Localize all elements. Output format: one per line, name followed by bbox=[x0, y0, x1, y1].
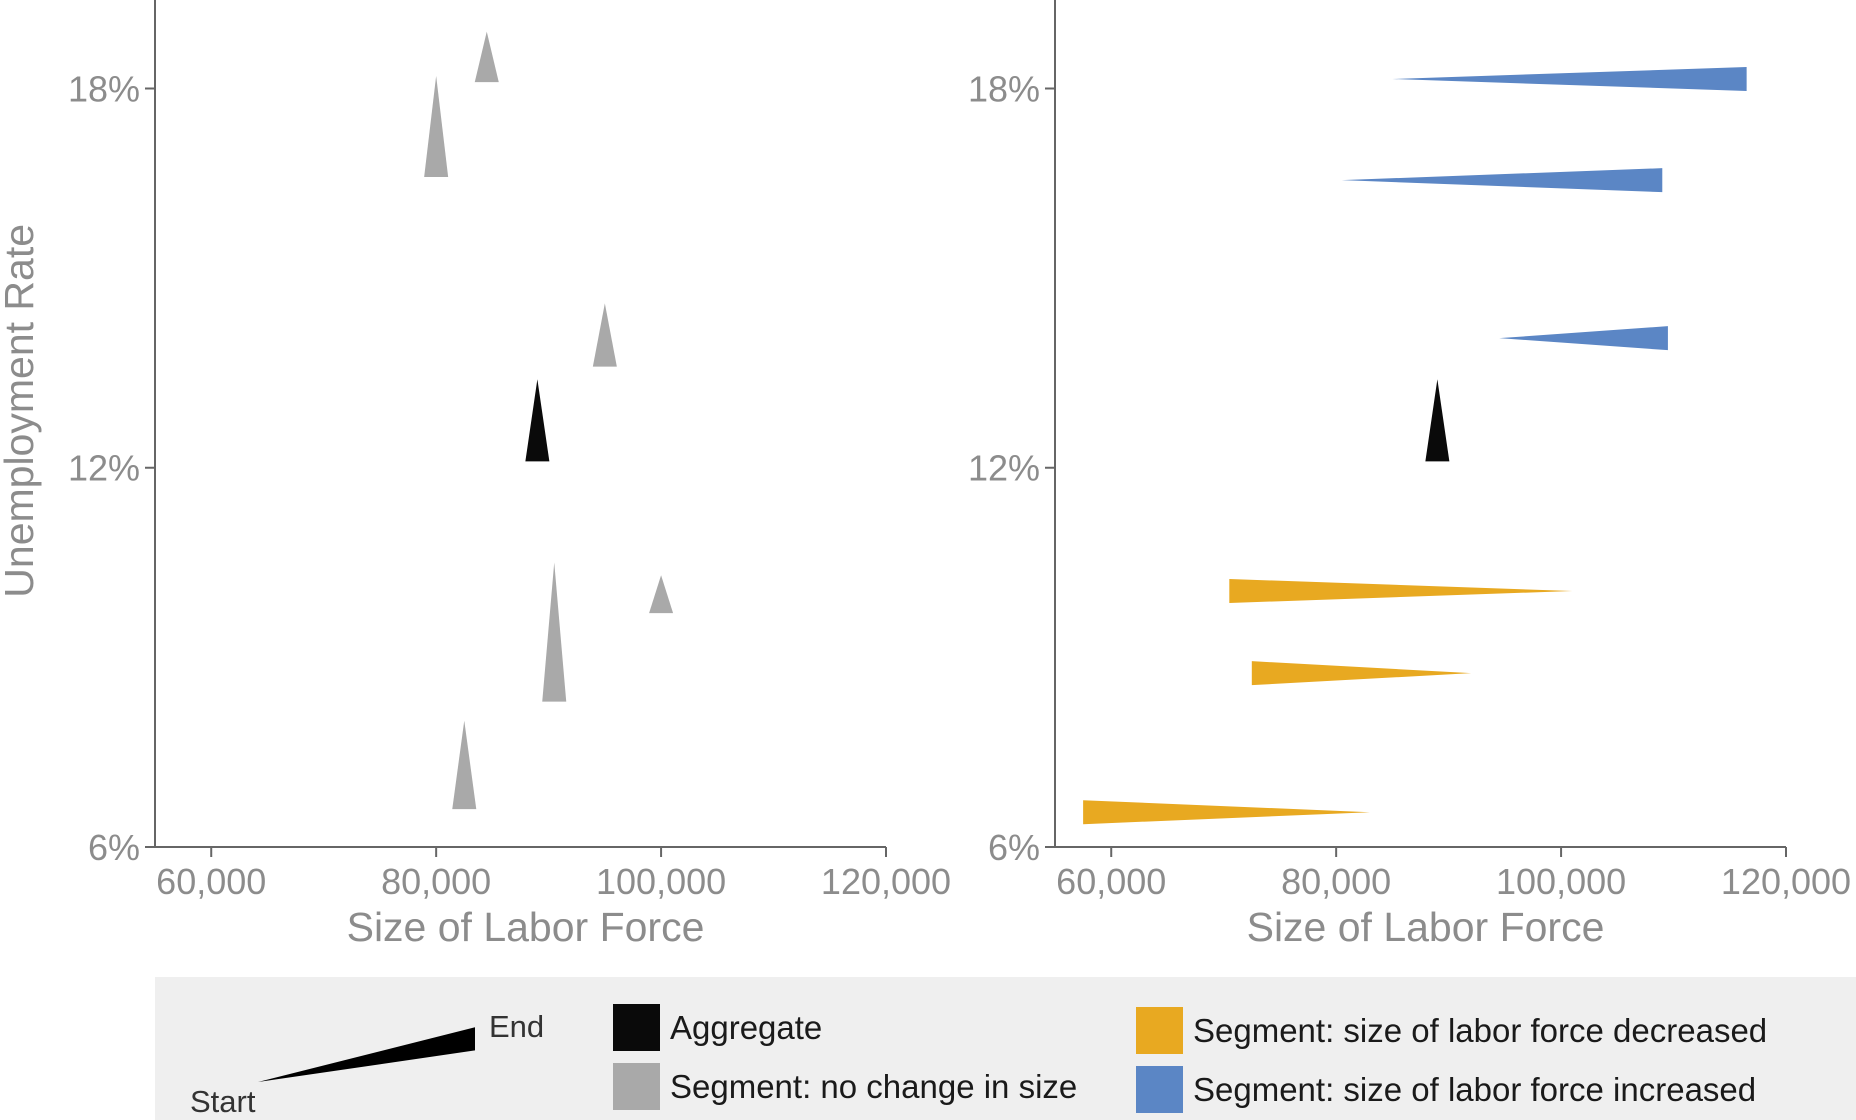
left-x-tick-label: 120,000 bbox=[821, 861, 951, 902]
legend-item-no-change: Segment: no change in size bbox=[613, 1063, 1077, 1110]
right-wedge-increased bbox=[1499, 326, 1668, 351]
legend-key-end-label: End bbox=[489, 1009, 545, 1044]
legend-item-increased: Segment: size of labor force increased bbox=[1136, 1066, 1756, 1113]
right-wedge-decreased bbox=[1083, 800, 1370, 825]
left-x-axis-title: Size of Labor Force bbox=[347, 904, 705, 950]
left-x-tick-label: 60,000 bbox=[156, 861, 266, 902]
legend-swatch-increased bbox=[1136, 1066, 1183, 1113]
left-wedge-no-change bbox=[424, 75, 449, 177]
right-x-tick-label: 60,000 bbox=[1056, 861, 1166, 902]
left-y-axis-title: Unemployment Rate bbox=[0, 224, 42, 598]
right-y-tick-label: 12% bbox=[968, 448, 1040, 489]
left-y-tick-label: 6% bbox=[88, 827, 140, 868]
legend-key-start-label: Start bbox=[190, 1084, 256, 1119]
left-y-tick-label: 18% bbox=[68, 68, 140, 109]
legend-key-shape bbox=[258, 1027, 475, 1082]
left-y-tick-label: 12% bbox=[68, 448, 140, 489]
right-wedge-increased bbox=[1392, 67, 1747, 92]
legend-swatch-decreased bbox=[1136, 1007, 1183, 1054]
right-wedge-decreased bbox=[1229, 579, 1573, 604]
legend-swatch-no-change bbox=[613, 1063, 660, 1110]
legend-item-aggregate: Aggregate bbox=[613, 1004, 822, 1051]
right-y-tick-label: 18% bbox=[968, 68, 1040, 109]
right-x-axis-title: Size of Labor Force bbox=[1247, 904, 1605, 950]
right-y-tick-label: 6% bbox=[988, 827, 1040, 868]
left-x-tick-label: 100,000 bbox=[596, 861, 726, 902]
left-wedge-no-change bbox=[474, 31, 499, 83]
left-wedge-aggregate bbox=[525, 379, 550, 462]
right-x-tick-label: 120,000 bbox=[1721, 861, 1851, 902]
right-wedge-decreased bbox=[1251, 661, 1472, 686]
legend-label-no-change: Segment: no change in size bbox=[670, 1067, 1078, 1105]
legend-item-decreased: Segment: size of labor force decreased bbox=[1136, 1007, 1767, 1054]
left-x-tick-label: 80,000 bbox=[381, 861, 491, 902]
legend-label-decreased: Segment: size of labor force decreased bbox=[1193, 1011, 1768, 1049]
legend-swatch-aggregate bbox=[613, 1004, 660, 1051]
right-wedge-increased bbox=[1341, 168, 1663, 193]
right-wedge-aggregate bbox=[1425, 379, 1450, 462]
chart-svg: 60,000 80,000 100,000 120,000 6% 12% 18% Size o… bbox=[0, 0, 1851, 950]
legend-key-wedge bbox=[258, 1027, 475, 1082]
legend-label-increased: Segment: size of labor force increased bbox=[1193, 1070, 1757, 1108]
left-wedge-no-change bbox=[649, 575, 674, 614]
right-x-tick-label: 80,000 bbox=[1281, 861, 1391, 902]
legend: End Start Aggregate Segment: no change i… bbox=[155, 977, 1856, 1120]
legend-label-aggregate: Aggregate bbox=[670, 1008, 823, 1046]
right-x-tick-label: 100,000 bbox=[1496, 861, 1626, 902]
left-wedge-no-change bbox=[592, 303, 617, 367]
left-wedge-no-change bbox=[542, 562, 567, 702]
left-wedge-no-change bbox=[452, 720, 477, 810]
